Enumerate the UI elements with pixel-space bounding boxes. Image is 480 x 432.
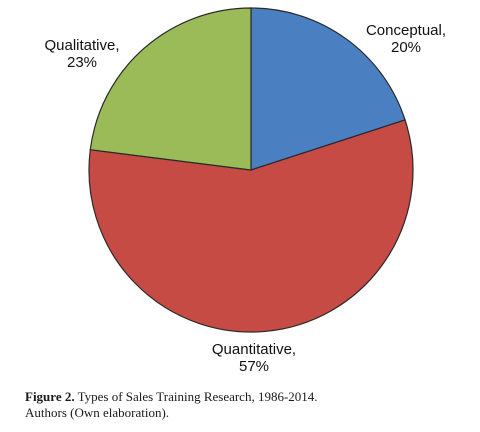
- slice-labels: Conceptual, 20% Quantitative, 57% Qualitativ…: [44, 22, 446, 375]
- figure-caption: Figure 2. Types of Sales Training Resear…: [25, 389, 465, 421]
- pie-slices: [88, 7, 414, 333]
- caption-title: Types of Sales Training Research, 1986-2…: [77, 389, 318, 404]
- pie-slice-conceptual: [250, 7, 406, 171]
- pie-slice-qualitative: [89, 7, 252, 171]
- slice-label-conceptual: Conceptual, 20%: [366, 22, 446, 56]
- pie-slice-quantitative: [88, 119, 414, 333]
- caption-figure-number: Figure 2.: [25, 389, 75, 404]
- caption-source: Authors (Own elaboration).: [25, 405, 170, 420]
- caption-line-1: Figure 2. Types of Sales Training Resear…: [25, 389, 465, 405]
- slice-label-quantitative: Quantitative, 57%: [212, 341, 296, 375]
- slice-label-qualitative: Qualitative, 23%: [44, 37, 119, 71]
